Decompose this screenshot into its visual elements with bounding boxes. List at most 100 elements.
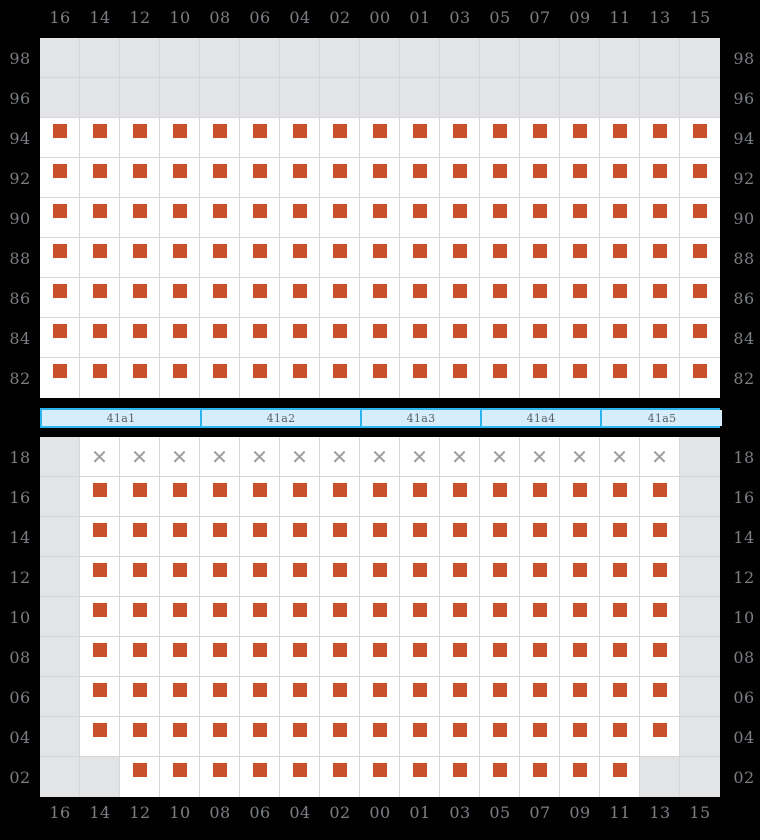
seat-cell-available[interactable] xyxy=(480,318,520,358)
seat-cell-available[interactable] xyxy=(600,318,640,358)
seat-cell-available[interactable] xyxy=(80,637,120,677)
seat-cell-available[interactable] xyxy=(480,557,520,597)
seat-cell-available[interactable] xyxy=(280,637,320,677)
seat-cell-available[interactable] xyxy=(160,238,200,278)
seat-cell-available[interactable] xyxy=(440,597,480,637)
seat-cell-available[interactable] xyxy=(240,118,280,158)
seat-cell-available[interactable] xyxy=(200,358,240,398)
seat-cell-available[interactable] xyxy=(80,677,120,717)
seat-cell-available[interactable] xyxy=(560,477,600,517)
seat-cell-available[interactable] xyxy=(320,757,360,797)
seat-cell-available[interactable] xyxy=(280,118,320,158)
seat-cell-available[interactable] xyxy=(280,158,320,198)
seat-cell-available[interactable] xyxy=(280,318,320,358)
seat-cell-unavailable[interactable]: ✕ xyxy=(240,437,280,477)
seat-cell-available[interactable] xyxy=(360,278,400,318)
seat-cell-available[interactable] xyxy=(560,158,600,198)
seat-cell-available[interactable] xyxy=(440,717,480,757)
seat-cell-available[interactable] xyxy=(600,517,640,557)
seat-cell-available[interactable] xyxy=(440,477,480,517)
zone-segment-41a4[interactable]: 41a4 xyxy=(482,410,602,426)
seat-cell-available[interactable] xyxy=(560,198,600,238)
seat-cell-available[interactable] xyxy=(320,278,360,318)
seat-cell-available[interactable] xyxy=(200,318,240,358)
seat-cell-available[interactable] xyxy=(80,318,120,358)
seat-cell-available[interactable] xyxy=(120,278,160,318)
seat-cell-available[interactable] xyxy=(320,358,360,398)
seat-cell-available[interactable] xyxy=(400,677,440,717)
seat-cell-available[interactable] xyxy=(240,477,280,517)
seat-cell-available[interactable] xyxy=(240,637,280,677)
seat-cell-available[interactable] xyxy=(520,318,560,358)
seat-cell-available[interactable] xyxy=(160,198,200,238)
zone-segment-41a2[interactable]: 41a2 xyxy=(202,410,362,426)
seat-cell-available[interactable] xyxy=(360,597,400,637)
seat-cell-available[interactable] xyxy=(600,158,640,198)
seat-cell-available[interactable] xyxy=(480,278,520,318)
seat-cell-available[interactable] xyxy=(160,717,200,757)
seat-cell-available[interactable] xyxy=(360,318,400,358)
seat-cell-available[interactable] xyxy=(280,517,320,557)
zone-segment-41a3[interactable]: 41a3 xyxy=(362,410,482,426)
seat-cell-available[interactable] xyxy=(440,278,480,318)
seat-cell-available[interactable] xyxy=(640,238,680,278)
seat-cell-available[interactable] xyxy=(400,477,440,517)
seat-cell-available[interactable] xyxy=(400,517,440,557)
seat-cell-available[interactable] xyxy=(200,757,240,797)
seat-cell-available[interactable] xyxy=(480,238,520,278)
seat-cell-available[interactable] xyxy=(440,757,480,797)
seat-cell-available[interactable] xyxy=(600,278,640,318)
seat-cell-unavailable[interactable]: ✕ xyxy=(120,437,160,477)
seat-cell-available[interactable] xyxy=(320,677,360,717)
seat-cell-available[interactable] xyxy=(240,238,280,278)
seat-cell-available[interactable] xyxy=(440,198,480,238)
seat-cell-unavailable[interactable]: ✕ xyxy=(600,437,640,477)
seat-cell-available[interactable] xyxy=(680,198,720,238)
seat-cell-available[interactable] xyxy=(360,557,400,597)
seat-cell-available[interactable] xyxy=(320,597,360,637)
seat-cell-available[interactable] xyxy=(480,158,520,198)
seat-cell-available[interactable] xyxy=(480,637,520,677)
seat-cell-available[interactable] xyxy=(120,358,160,398)
seat-cell-available[interactable] xyxy=(80,557,120,597)
seat-cell-available[interactable] xyxy=(120,637,160,677)
seat-cell-available[interactable] xyxy=(680,118,720,158)
seat-cell-available[interactable] xyxy=(600,717,640,757)
seat-cell-available[interactable] xyxy=(200,198,240,238)
seat-cell-available[interactable] xyxy=(80,358,120,398)
seat-cell-unavailable[interactable]: ✕ xyxy=(280,437,320,477)
seat-cell-available[interactable] xyxy=(200,517,240,557)
seat-cell-available[interactable] xyxy=(280,557,320,597)
seat-cell-available[interactable] xyxy=(160,597,200,637)
seat-cell-available[interactable] xyxy=(360,238,400,278)
seat-cell-available[interactable] xyxy=(560,717,600,757)
seat-cell-available[interactable] xyxy=(520,477,560,517)
seat-cell-available[interactable] xyxy=(400,597,440,637)
seat-cell-available[interactable] xyxy=(560,637,600,677)
seat-cell-available[interactable] xyxy=(520,118,560,158)
seat-cell-available[interactable] xyxy=(560,238,600,278)
seat-cell-available[interactable] xyxy=(240,198,280,238)
zone-segment-41a1[interactable]: 41a1 xyxy=(42,410,202,426)
seat-cell-available[interactable] xyxy=(320,238,360,278)
seat-cell-available[interactable] xyxy=(360,757,400,797)
seat-cell-available[interactable] xyxy=(680,318,720,358)
seat-cell-available[interactable] xyxy=(640,118,680,158)
seat-cell-available[interactable] xyxy=(320,517,360,557)
seat-cell-available[interactable] xyxy=(480,597,520,637)
seat-cell-available[interactable] xyxy=(600,597,640,637)
seat-cell-available[interactable] xyxy=(560,677,600,717)
seat-cell-available[interactable] xyxy=(560,557,600,597)
seat-cell-available[interactable] xyxy=(120,318,160,358)
seat-cell-available[interactable] xyxy=(640,198,680,238)
seat-cell-available[interactable] xyxy=(560,318,600,358)
seat-cell-available[interactable] xyxy=(160,358,200,398)
seat-cell-available[interactable] xyxy=(320,637,360,677)
seat-cell-available[interactable] xyxy=(160,757,200,797)
seat-cell-available[interactable] xyxy=(160,278,200,318)
seat-cell-available[interactable] xyxy=(680,158,720,198)
seat-cell-available[interactable] xyxy=(560,597,600,637)
seat-cell-available[interactable] xyxy=(240,597,280,637)
seat-cell-available[interactable] xyxy=(440,517,480,557)
seat-cell-available[interactable] xyxy=(640,717,680,757)
